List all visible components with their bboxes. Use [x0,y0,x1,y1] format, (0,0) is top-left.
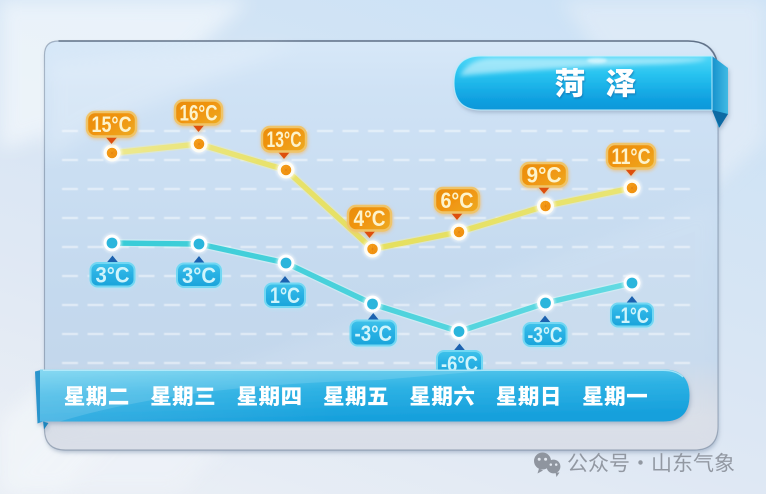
svg-text:-1°C: -1°C [615,303,649,328]
svg-text:11°C: 11°C [612,144,651,169]
svg-text:9°C: 9°C [527,163,562,188]
svg-text:4°C: 4°C [354,206,386,231]
svg-text:13°C: 13°C [267,127,302,152]
svg-text:-3°C: -3°C [528,322,563,347]
svg-text:1°C: 1°C [270,283,300,308]
svg-text:-3°C: -3°C [355,321,393,346]
svg-text:3°C: 3°C [182,263,216,288]
svg-text:15°C: 15°C [92,112,132,137]
svg-text:16°C: 16°C [180,100,218,125]
svg-text:6°C: 6°C [441,188,474,213]
svg-text:3°C: 3°C [96,263,130,288]
